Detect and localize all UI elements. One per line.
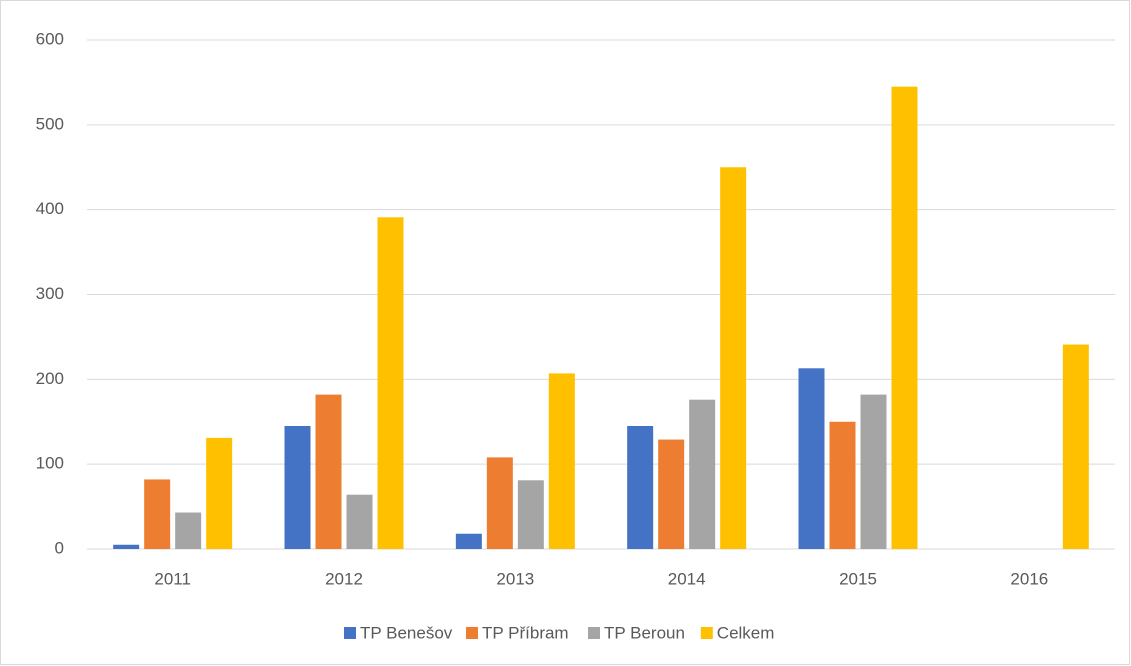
y-tick-label: 100 xyxy=(36,454,64,473)
bar xyxy=(455,533,482,549)
x-tick-label: 2014 xyxy=(668,569,706,588)
bar xyxy=(377,217,404,549)
bar xyxy=(206,437,233,549)
y-tick-label: 200 xyxy=(36,369,64,388)
bar xyxy=(144,479,171,549)
bar xyxy=(891,86,918,550)
x-tick-label: 2013 xyxy=(496,569,534,588)
bar xyxy=(627,425,654,549)
legend-label: TP Benešov xyxy=(360,623,453,642)
y-tick-label: 300 xyxy=(36,284,64,303)
x-tick-label: 2015 xyxy=(839,569,877,588)
x-tick-label: 2011 xyxy=(154,569,191,588)
y-tick-label: 500 xyxy=(36,114,64,133)
bar xyxy=(284,425,311,549)
bar xyxy=(517,480,544,549)
bar xyxy=(315,394,342,549)
bar xyxy=(689,399,716,549)
bar xyxy=(658,439,685,549)
x-tick-label: 2016 xyxy=(1010,569,1048,588)
bar xyxy=(175,512,202,549)
bar xyxy=(829,421,856,549)
bar xyxy=(486,457,513,549)
legend-label: TP Příbram xyxy=(482,623,569,642)
legend-swatch xyxy=(344,627,356,639)
legend-swatch xyxy=(700,627,713,639)
y-tick-label: 0 xyxy=(55,538,64,557)
bar xyxy=(860,394,887,549)
y-tick-label: 400 xyxy=(36,199,64,218)
legend-label: Celkem xyxy=(717,623,775,642)
bar xyxy=(720,167,747,549)
y-tick-label: 600 xyxy=(36,29,64,48)
bar xyxy=(1062,344,1089,549)
bar xyxy=(798,368,825,549)
bar xyxy=(113,544,140,549)
legend-label: TP Beroun xyxy=(604,623,685,642)
bar xyxy=(548,373,575,549)
bar xyxy=(346,494,373,549)
x-tick-label: 2012 xyxy=(325,569,363,588)
legend-swatch xyxy=(588,627,600,639)
legend-swatch xyxy=(466,627,478,639)
